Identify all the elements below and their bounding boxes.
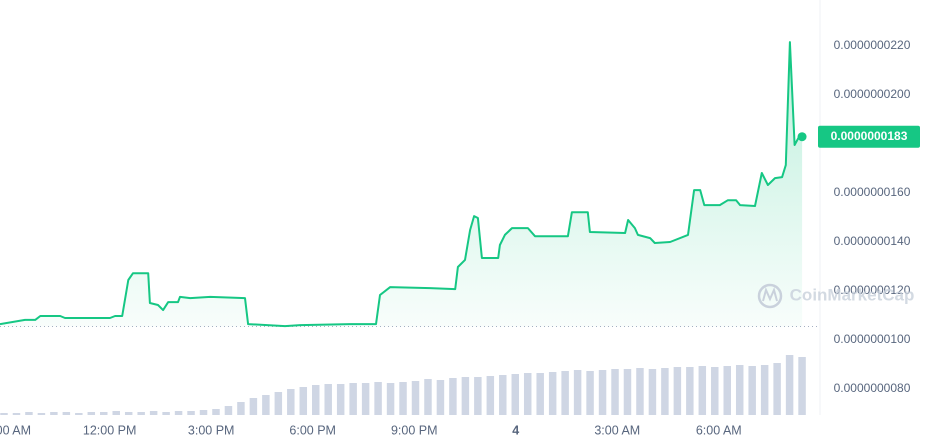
volume-bar	[661, 368, 669, 415]
volume-bar	[87, 412, 96, 415]
volume-bar	[760, 365, 769, 415]
volume-bar	[686, 367, 694, 415]
price-line	[0, 41, 803, 328]
y-tick-label: 0.0000000120	[834, 283, 911, 297]
volume-bar	[124, 412, 133, 415]
x-tick-label: 12:00 PM	[83, 423, 137, 437]
volume-bar	[262, 395, 270, 415]
volume-bar	[274, 392, 283, 415]
volume-bar	[37, 413, 46, 415]
volume-bar	[349, 383, 357, 415]
y-tick-label: 0.0000000080	[834, 381, 911, 395]
y-tick-label: 0.0000000140	[834, 234, 911, 248]
volume-bar	[187, 411, 195, 415]
volume-bar	[399, 382, 407, 415]
volume-bar	[149, 411, 158, 415]
volume-bar	[411, 381, 420, 415]
volume-bar	[523, 373, 532, 415]
volume-bar	[174, 411, 183, 415]
price-badge	[818, 125, 920, 148]
volume-bar	[336, 384, 345, 415]
volume-bar	[424, 379, 432, 415]
volume-bar	[548, 372, 557, 415]
volume-bar	[12, 413, 21, 415]
volume-bar	[723, 366, 731, 415]
volume-bar	[474, 377, 482, 415]
y-tick-label: 0.0000000100	[834, 332, 911, 346]
x-tick-label: 4	[512, 423, 519, 437]
y-tick-label: 0.0000000160	[834, 185, 911, 199]
volume-bar	[598, 370, 607, 415]
volume-bar	[486, 376, 495, 415]
volume-bar	[361, 383, 370, 415]
volume-bar	[100, 412, 108, 415]
x-tick-label: 9:00 AM	[0, 423, 31, 437]
volume-bar	[511, 374, 520, 415]
volume-bar	[748, 366, 756, 415]
volume-bar	[773, 363, 781, 415]
x-tick-label: 9:00 PM	[391, 423, 438, 437]
y-tick-label: 0.0000000220	[834, 38, 911, 52]
volume-bar	[536, 373, 544, 415]
x-tick-label: 6:00 AM	[696, 423, 742, 437]
volume-bar	[299, 387, 308, 415]
x-tick-label: 6:00 PM	[289, 423, 336, 437]
volume-bar	[212, 409, 220, 415]
volume-bar	[673, 367, 682, 415]
volume-bar	[287, 389, 295, 415]
volume-bar	[0, 413, 8, 415]
volume-bar	[374, 382, 382, 415]
volume-bar	[25, 412, 33, 415]
volume-bar	[249, 398, 258, 415]
volume-bar	[798, 357, 806, 415]
volume-bar	[436, 380, 445, 415]
volume-bar	[785, 355, 794, 415]
volume-bar	[735, 365, 744, 415]
volume-bar	[711, 367, 719, 415]
area	[0, 42, 803, 327]
volume-bar	[623, 369, 632, 415]
volume-bar	[449, 378, 457, 415]
watermark: CoinMarketCap	[790, 285, 915, 304]
watermark-logo	[757, 283, 783, 309]
volume-bar	[586, 371, 594, 415]
volume-bar	[50, 412, 58, 415]
price-badge-label: 0.0000000183	[831, 129, 908, 143]
volume-bar	[62, 412, 71, 415]
volume-bar	[611, 369, 619, 415]
volume-bar	[499, 375, 507, 415]
volume-bar	[573, 370, 582, 415]
volume-bar	[224, 406, 233, 415]
volume-bar	[312, 385, 320, 415]
volume-bar	[648, 369, 657, 415]
volume-bar	[386, 383, 395, 415]
volume-bar	[112, 411, 120, 415]
volume-bar	[636, 368, 644, 415]
volume-bar	[162, 412, 170, 415]
x-tick-label: 3:00 AM	[594, 423, 640, 437]
volume-bar	[137, 412, 145, 415]
volume-bar	[698, 366, 707, 415]
volume-bar	[75, 413, 83, 415]
volume-bar	[561, 371, 569, 415]
volume-bar	[461, 377, 470, 415]
volume-bar	[237, 402, 245, 415]
volume-bar	[324, 384, 332, 415]
y-tick-label: 0.0000000200	[834, 87, 911, 101]
last-point	[797, 132, 807, 142]
volume-bar	[199, 410, 208, 415]
x-tick-label: 3:00 PM	[188, 423, 235, 437]
